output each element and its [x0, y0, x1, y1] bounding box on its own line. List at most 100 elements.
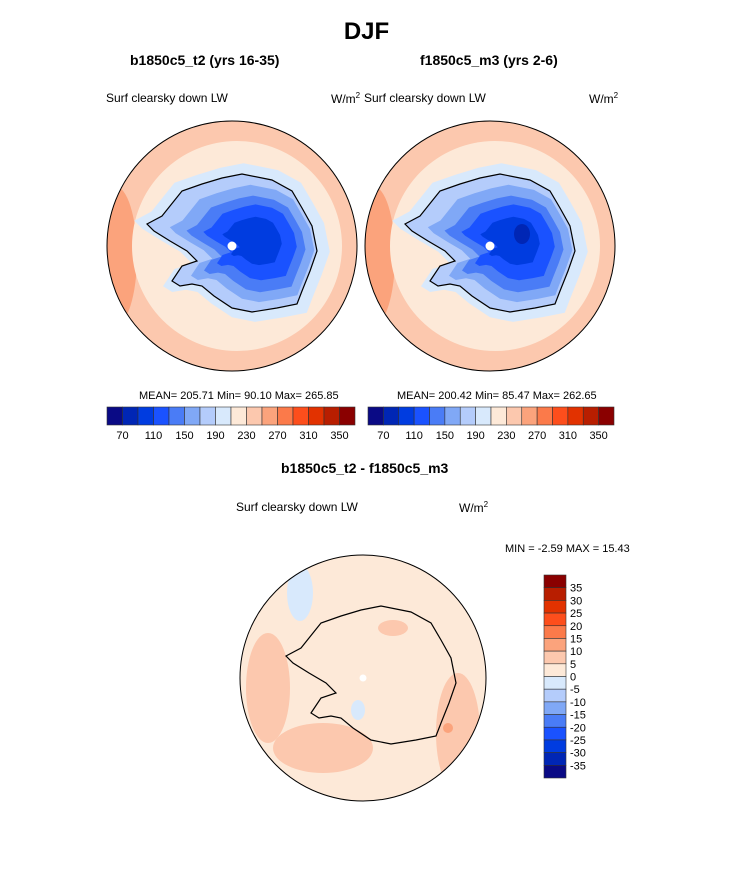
map-border	[239, 554, 487, 802]
colorbar-box	[543, 752, 567, 766]
colorbar-left: 70 110 150 190 230 270 310 350	[106, 406, 356, 442]
colorbar-tick-label: 35	[570, 583, 582, 595]
diff-patch	[273, 723, 373, 773]
panel-title-right: f1850c5_m3 (yrs 2-6)	[420, 52, 558, 68]
colorbar-tick-label: -35	[570, 760, 586, 772]
colorbar-box	[567, 406, 584, 426]
colorbar-box	[261, 406, 278, 426]
polar-map-2	[239, 554, 487, 802]
colorbar-box	[536, 406, 553, 426]
colorbar-tick-label: -5	[570, 684, 580, 696]
colorbar-box	[246, 406, 263, 426]
plateau-minimum	[514, 224, 530, 244]
colorbar-box	[308, 406, 325, 426]
colorbar-tick-label: 70	[377, 430, 389, 442]
figure-title: DJF	[343, 18, 390, 45]
colorbar-box	[292, 406, 309, 426]
colorbar-box	[543, 765, 567, 779]
colorbar-tick-label: -15	[570, 710, 586, 722]
colorbar-box	[543, 663, 567, 677]
colorbar-tick-label: 110	[145, 430, 163, 442]
coastline	[146, 173, 318, 313]
colorbar-tick-label: 0	[570, 672, 576, 684]
diff-max-patch	[443, 723, 453, 733]
colorbar-box	[230, 406, 247, 426]
colorbar-tick-label: -10	[570, 697, 586, 709]
colorbar-box	[122, 406, 139, 426]
colorbar-box	[582, 406, 599, 426]
colorbar-box	[490, 406, 507, 426]
diff-title: b1850c5_t2 - f1850c5_m3	[281, 460, 449, 476]
stats-right: MEAN= 200.42 Min= 85.47 Max= 262.65	[397, 390, 597, 402]
colorbar-tick-label: 310	[559, 430, 577, 442]
diff-negative-patch	[287, 565, 313, 621]
colorbar-box	[543, 726, 567, 741]
pole-marker	[359, 674, 367, 682]
field-label-right: Surf clearsky down LW	[364, 91, 486, 105]
colorbar-box	[168, 406, 185, 426]
colorbar-tick-label: 350	[330, 430, 348, 442]
colorbar-box	[552, 406, 569, 426]
map-fill	[365, 121, 615, 371]
colorbar-tick-label: 10	[570, 646, 582, 658]
warm-patch	[365, 186, 395, 326]
colorbar-box	[598, 406, 615, 426]
colorbar-box	[367, 406, 384, 426]
colorbar-box	[543, 688, 567, 703]
colorbar-box	[137, 406, 154, 426]
colorbar-tick-label: 350	[589, 430, 607, 442]
colorbar-tick-label: 5	[570, 659, 576, 671]
diff-patch	[246, 633, 290, 743]
colorbar-tick-label: 230	[237, 430, 255, 442]
colorbar-box	[543, 600, 567, 614]
colorbar-box	[184, 406, 201, 426]
colorbar-tick-label: -25	[570, 735, 586, 747]
colorbar-box	[413, 406, 430, 426]
colorbar-box	[506, 406, 523, 426]
colorbar-box	[543, 625, 567, 639]
colorbar-right: 70 110 150 190 230 270 310 350	[367, 406, 615, 442]
colorbar-tick-label: 310	[299, 430, 317, 442]
map-border	[106, 120, 358, 372]
colorbar-box	[444, 406, 461, 426]
colorbar-box	[106, 406, 123, 426]
units-right: W/m2	[589, 91, 619, 106]
colorbar-box	[543, 574, 567, 588]
colorbar-box	[521, 406, 538, 426]
colorbar-box	[543, 676, 567, 690]
map-fill	[107, 121, 357, 371]
pole-marker	[227, 241, 237, 251]
colorbar-tick-label: 30	[570, 595, 582, 607]
map-border	[364, 120, 616, 372]
colorbar-box	[475, 406, 492, 426]
colorbar-box	[543, 587, 567, 601]
coastline	[404, 173, 576, 313]
colorbar-tick-label: 15	[570, 633, 582, 645]
colorbar-box	[199, 406, 216, 426]
colorbar-tick-label: -20	[570, 722, 586, 734]
diff-patch	[378, 620, 408, 636]
colorbar-box	[339, 406, 356, 426]
colorbar-tick-label: 270	[268, 430, 286, 442]
diff-minmax: MIN = -2.59 MAX = 15.43	[505, 543, 630, 555]
colorbar-tick-label: 110	[405, 430, 423, 442]
warm-patch	[107, 186, 137, 326]
colorbar-tick-label: 150	[175, 430, 193, 442]
colorbar-box	[543, 612, 567, 627]
colorbar-box	[543, 638, 567, 652]
coastline	[285, 605, 457, 745]
colorbar-box	[543, 739, 567, 753]
panel-title-left: b1850c5_t2 (yrs 16-35)	[130, 52, 280, 68]
colorbar-tick-label: 150	[436, 430, 454, 442]
pole-marker	[485, 241, 495, 251]
polar-map-1	[364, 120, 616, 372]
colorbar-tick-label: 190	[206, 430, 224, 442]
colorbar-box	[383, 406, 400, 426]
colorbar-tick-label: 190	[466, 430, 484, 442]
diff-units: W/m2	[459, 500, 489, 515]
colorbar-tick-label: 70	[116, 430, 128, 442]
colorbar-box	[459, 406, 476, 426]
